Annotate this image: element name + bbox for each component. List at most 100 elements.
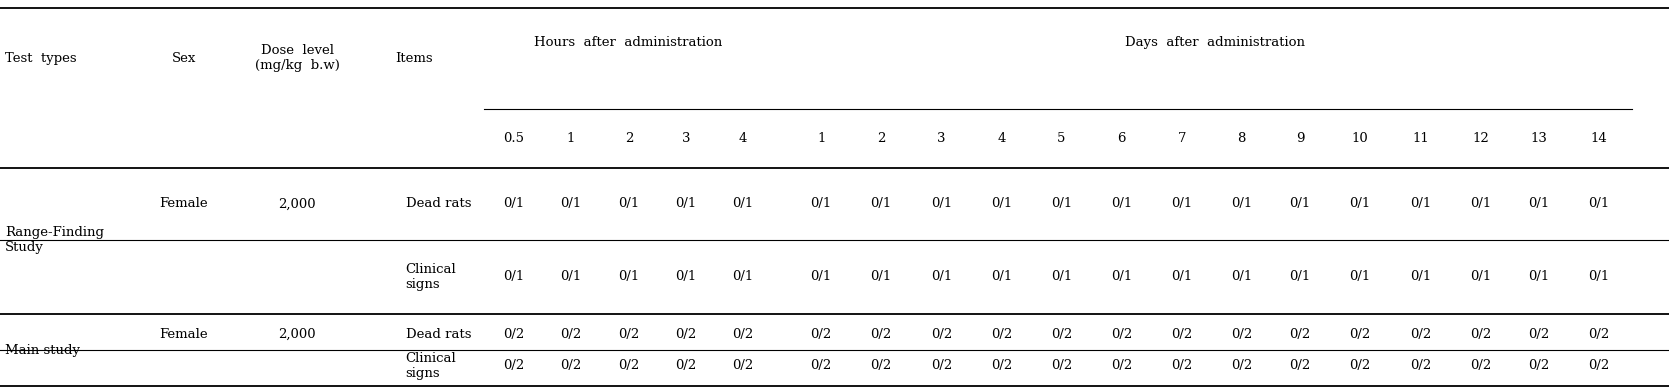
- Text: 0.5: 0.5: [504, 132, 524, 145]
- Text: 4: 4: [738, 132, 748, 145]
- Text: Items: Items: [396, 52, 432, 65]
- Text: 6: 6: [1117, 132, 1127, 145]
- Text: 0/1: 0/1: [1589, 270, 1609, 284]
- Text: 0/2: 0/2: [1172, 328, 1192, 340]
- Text: 0/1: 0/1: [1290, 270, 1310, 284]
- Text: 14: 14: [1591, 132, 1607, 145]
- Text: 9: 9: [1295, 132, 1305, 145]
- Text: 2: 2: [624, 132, 634, 145]
- Text: 0/1: 0/1: [733, 270, 753, 284]
- Text: 2,000: 2,000: [279, 197, 315, 210]
- Text: 0/1: 0/1: [676, 270, 696, 284]
- Text: 0/2: 0/2: [1350, 360, 1370, 372]
- Text: 0/2: 0/2: [733, 360, 753, 372]
- Text: 0/1: 0/1: [1470, 270, 1490, 284]
- Text: 0/2: 0/2: [991, 328, 1011, 340]
- Text: 0/2: 0/2: [1470, 328, 1490, 340]
- Text: 0/1: 0/1: [1232, 197, 1252, 210]
- Text: 2: 2: [876, 132, 886, 145]
- Text: 0/1: 0/1: [619, 197, 639, 210]
- Text: Dead rats: Dead rats: [406, 328, 471, 340]
- Text: 0/1: 0/1: [931, 197, 951, 210]
- Text: 0/2: 0/2: [931, 360, 951, 372]
- Text: 0/1: 0/1: [991, 197, 1011, 210]
- Text: 0/2: 0/2: [504, 360, 524, 372]
- Text: Dose  level
(mg/kg  b.w): Dose level (mg/kg b.w): [255, 44, 339, 73]
- Text: 5: 5: [1056, 132, 1066, 145]
- Text: 0/2: 0/2: [1290, 328, 1310, 340]
- Text: 0/1: 0/1: [1112, 197, 1132, 210]
- Text: 0/2: 0/2: [619, 360, 639, 372]
- Text: 0/2: 0/2: [676, 328, 696, 340]
- Text: 0/1: 0/1: [504, 197, 524, 210]
- Text: 0/2: 0/2: [733, 328, 753, 340]
- Text: 0/1: 0/1: [504, 270, 524, 284]
- Text: 0/2: 0/2: [676, 360, 696, 372]
- Text: 0/2: 0/2: [1232, 328, 1252, 340]
- Text: 0/1: 0/1: [931, 270, 951, 284]
- Text: 0/2: 0/2: [504, 328, 524, 340]
- Text: 0/1: 0/1: [871, 197, 891, 210]
- Text: 8: 8: [1237, 132, 1247, 145]
- Text: 0/1: 0/1: [561, 270, 581, 284]
- Text: 0/1: 0/1: [676, 197, 696, 210]
- Text: 0/2: 0/2: [811, 328, 831, 340]
- Text: 0/2: 0/2: [871, 360, 891, 372]
- Text: 0/1: 0/1: [1350, 270, 1370, 284]
- Text: 0/1: 0/1: [1589, 197, 1609, 210]
- Text: 3: 3: [936, 132, 946, 145]
- Text: 0/1: 0/1: [811, 270, 831, 284]
- Text: 0/2: 0/2: [1589, 328, 1609, 340]
- Text: 0/1: 0/1: [991, 270, 1011, 284]
- Text: Main study: Main study: [5, 344, 80, 356]
- Text: 11: 11: [1412, 132, 1429, 145]
- Text: 0/2: 0/2: [1051, 360, 1071, 372]
- Text: 7: 7: [1177, 132, 1187, 145]
- Text: 2,000: 2,000: [279, 328, 315, 340]
- Text: 0/1: 0/1: [1410, 197, 1430, 210]
- Text: Clinical
signs: Clinical signs: [406, 263, 456, 291]
- Text: 3: 3: [681, 132, 691, 145]
- Text: 0/2: 0/2: [561, 328, 581, 340]
- Text: 0/1: 0/1: [1232, 270, 1252, 284]
- Text: 0/1: 0/1: [733, 197, 753, 210]
- Text: 0/1: 0/1: [1051, 197, 1071, 210]
- Text: 0/2: 0/2: [1470, 360, 1490, 372]
- Text: 0/2: 0/2: [1350, 328, 1370, 340]
- Text: 0/2: 0/2: [619, 328, 639, 340]
- Text: 0/1: 0/1: [1529, 270, 1549, 284]
- Text: 1: 1: [566, 132, 576, 145]
- Text: 0/1: 0/1: [619, 270, 639, 284]
- Text: Female: Female: [159, 197, 209, 210]
- Text: 0/2: 0/2: [811, 360, 831, 372]
- Text: 0/2: 0/2: [871, 328, 891, 340]
- Text: 0/1: 0/1: [811, 197, 831, 210]
- Text: 1: 1: [816, 132, 826, 145]
- Text: 0/2: 0/2: [991, 360, 1011, 372]
- Text: 0/2: 0/2: [1290, 360, 1310, 372]
- Text: 0/2: 0/2: [1232, 360, 1252, 372]
- Text: 4: 4: [996, 132, 1006, 145]
- Text: 0/1: 0/1: [561, 197, 581, 210]
- Text: Sex: Sex: [172, 52, 195, 65]
- Text: 12: 12: [1472, 132, 1489, 145]
- Text: 10: 10: [1352, 132, 1369, 145]
- Text: 0/1: 0/1: [1051, 270, 1071, 284]
- Text: Clinical
signs: Clinical signs: [406, 352, 456, 380]
- Text: Range-Finding
Study: Range-Finding Study: [5, 226, 103, 254]
- Text: 0/1: 0/1: [1172, 270, 1192, 284]
- Text: Test  types: Test types: [5, 52, 77, 65]
- Text: 0/2: 0/2: [1112, 328, 1132, 340]
- Text: 0/2: 0/2: [1589, 360, 1609, 372]
- Text: 0/1: 0/1: [871, 270, 891, 284]
- Text: 0/2: 0/2: [1410, 328, 1430, 340]
- Text: 0/1: 0/1: [1470, 197, 1490, 210]
- Text: 0/2: 0/2: [1112, 360, 1132, 372]
- Text: Female: Female: [159, 328, 209, 340]
- Text: 0/1: 0/1: [1529, 197, 1549, 210]
- Text: 0/2: 0/2: [1529, 328, 1549, 340]
- Text: 13: 13: [1530, 132, 1547, 145]
- Text: 0/1: 0/1: [1350, 197, 1370, 210]
- Text: 0/2: 0/2: [931, 328, 951, 340]
- Text: 0/1: 0/1: [1172, 197, 1192, 210]
